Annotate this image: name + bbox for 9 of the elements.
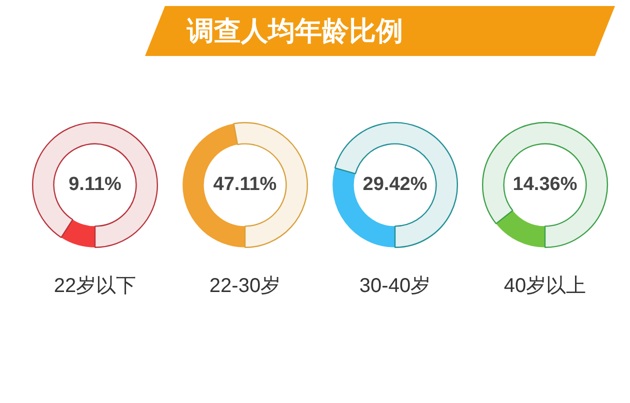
text: 14.36% [512, 174, 578, 196]
slice-label: 30-40岁 [359, 275, 431, 297]
text: 9.11% [68, 174, 122, 196]
slice-label: 22-30岁 [209, 275, 281, 297]
slice-label: 22岁以下 [54, 275, 136, 297]
text: 29.42% [362, 174, 428, 196]
slice-label: 40岁以上 [504, 275, 586, 297]
text: 调查人均年龄比例 [186, 15, 404, 48]
text: 47.11% [213, 174, 277, 196]
